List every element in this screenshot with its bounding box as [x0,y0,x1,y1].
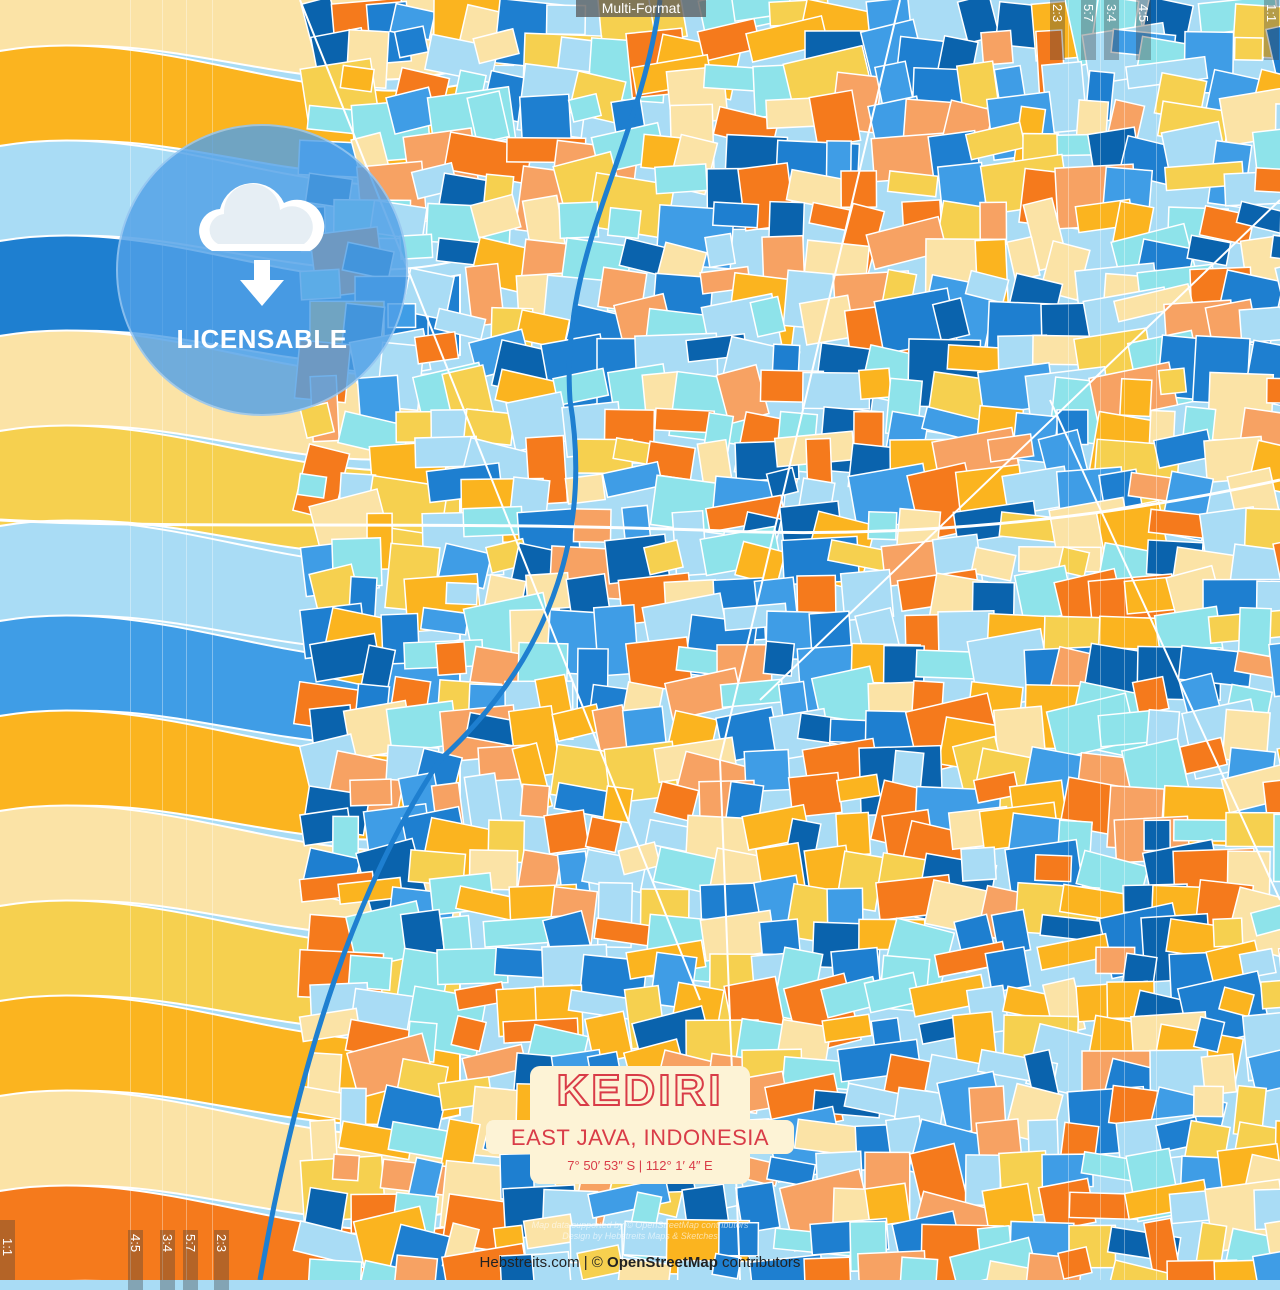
ratio-label-bottom: 5:7 [183,1230,198,1290]
map-parcel [1213,918,1243,947]
ratio-label-top: 3:4 [1104,0,1119,60]
ratio-label-bottom: 3:4 [160,1230,175,1290]
crop-guide [1068,0,1069,1280]
map-parcel [1267,378,1280,403]
map-parcel [350,779,392,806]
watermark-line: Map data supported by © OpenStreetMap co… [500,1220,780,1231]
map-parcel [888,171,938,197]
licensable-label: LICENSABLE [118,324,406,355]
map-parcel [333,1154,360,1180]
credit-suffix: contributors [718,1254,801,1271]
map-watermark: Map data supported by © OpenStreetMap co… [500,1220,780,1242]
map-parcel [586,817,622,853]
map-parcel [446,583,478,605]
map-parcel [806,438,832,485]
map-parcel [308,1259,362,1280]
ratio-label-bottom: 2:3 [214,1230,229,1290]
ratio-label-top: 2:3 [1050,0,1065,60]
crop-guide [1124,0,1125,1280]
map-parcel [1144,820,1170,850]
watermark-line: Design by Hebstreits Maps & Sketches [500,1231,780,1242]
map-parcel [415,332,459,364]
map-parcel [981,30,1013,65]
map-parcel [1058,1247,1092,1279]
map-parcel [655,164,708,194]
region-subtitle: EAST JAVA, INDONESIA [486,1125,794,1151]
map-parcel [1255,168,1280,194]
map-parcel [859,368,891,399]
map-parcel [608,208,641,239]
credit-site-link[interactable]: Hebstreits.com [480,1254,580,1271]
credits: Hebstreits.com | © OpenStreetMap contrib… [440,1254,840,1271]
map-parcel [655,408,714,433]
map-parcel [451,1016,486,1051]
map-parcel [1159,368,1187,394]
map-parcel [395,26,429,58]
map-parcel [1194,1086,1224,1117]
city-title: KEDIRI [486,1066,794,1116]
map-parcel [898,1257,937,1280]
licensable-badge[interactable]: LICENSABLE [116,124,408,416]
map-parcel [544,810,589,854]
map-parcel [1133,677,1169,715]
ratio-label-top: 4:5 [1136,0,1151,60]
map-parcel [1235,37,1263,60]
crop-guide [1100,0,1101,1280]
crop-guide [1156,0,1157,1280]
map-parcel [1274,814,1280,881]
map-parcel [520,784,549,817]
map-parcel [720,679,783,707]
map-parcel [1239,306,1280,343]
coordinates: 7° 50′ 53″ S | 112° 1′ 4″ E [486,1158,794,1173]
map-parcel [565,474,605,504]
map-parcel [436,642,467,676]
map-parcel [603,786,633,823]
map-parcel [809,90,860,148]
map-parcel [980,202,1007,244]
ratio-label-top: 1:1 [1264,0,1279,60]
crop-guide [130,0,131,1280]
map-parcel [340,65,374,91]
map-parcel [1261,980,1280,1009]
map-parcel [705,233,735,267]
ratio-label-bottom: 4:5 [128,1230,143,1290]
cloud-download-icon [182,156,342,316]
map-parcel [1035,855,1072,882]
map-parcel [392,1255,438,1280]
format-tab[interactable]: Multi-Format [576,0,706,17]
map-parcel [297,474,326,499]
credit-separator: | © [580,1254,607,1271]
map-parcel [868,512,897,540]
ratio-label-top: 5:7 [1081,0,1096,60]
ratio-label-bottom: 1:1 [0,1220,15,1280]
map-parcel [961,847,996,881]
map-parcel [713,202,759,228]
credit-osm-link[interactable]: OpenStreetMap [607,1254,718,1271]
